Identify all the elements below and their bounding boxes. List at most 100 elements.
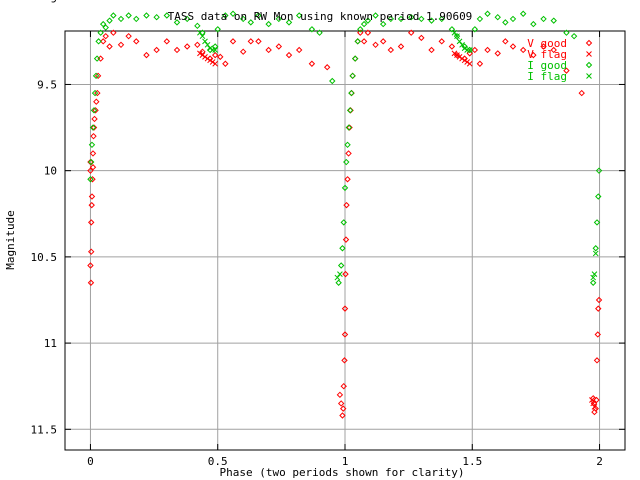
y-tick-label: 10.5	[31, 251, 58, 264]
point-v-flag	[464, 59, 471, 65]
point-i-good	[364, 17, 372, 24]
point-v-good	[372, 41, 379, 49]
point-v-good	[323, 64, 331, 71]
point-v-flag	[451, 50, 458, 57]
point-v-good	[397, 43, 405, 50]
point-v-good	[340, 382, 347, 390]
y-tick-label: 9.5	[37, 78, 57, 91]
point-i-good	[340, 219, 347, 226]
point-i-good	[308, 26, 316, 33]
point-i-good	[143, 12, 150, 19]
point-i-flag	[592, 250, 599, 257]
point-i-flag	[464, 47, 471, 53]
point-i-good	[265, 20, 272, 28]
y-tick-label: 11	[44, 337, 57, 350]
point-v-good	[88, 201, 95, 209]
point-i-good	[509, 15, 517, 23]
point-v-good	[87, 158, 94, 166]
point-i-good	[329, 77, 336, 85]
point-v-good	[217, 53, 224, 61]
point-v-good	[153, 46, 160, 54]
point-v-good	[509, 43, 517, 50]
point-v-good	[88, 193, 96, 200]
point-i-good	[87, 176, 94, 183]
point-v-flag	[212, 60, 219, 67]
x-tick-label: 1.5	[462, 455, 482, 468]
point-i-good	[285, 19, 293, 26]
point-i-good	[153, 13, 160, 21]
point-v-good	[448, 43, 456, 50]
point-i-good	[117, 15, 125, 23]
point-i-good	[407, 13, 415, 21]
point-v-good	[93, 98, 100, 105]
point-v-good	[199, 48, 206, 55]
point-v-good	[594, 331, 601, 338]
point-v-flag	[591, 404, 598, 410]
point-v-good	[418, 34, 425, 42]
legend-label: V good	[527, 37, 567, 50]
point-v-flag	[202, 54, 208, 60]
x-tick-label: 0.5	[208, 455, 228, 468]
point-i-good	[91, 89, 99, 97]
point-i-good	[372, 12, 379, 19]
point-i-flag	[456, 38, 463, 45]
grid-lines	[65, 31, 625, 450]
point-v-good	[563, 67, 570, 74]
point-i-good	[519, 10, 527, 17]
point-v-good	[351, 55, 359, 62]
y-tick-label: 11.5	[31, 423, 58, 436]
x-tick-label: 2	[596, 455, 603, 468]
point-i-flag	[202, 38, 208, 45]
series-v-flag	[197, 50, 598, 410]
y-axis-label: Magnitude	[4, 210, 17, 270]
point-v-good	[357, 29, 364, 36]
point-v-good	[342, 236, 350, 243]
point-v-flag	[461, 57, 468, 64]
point-v-good	[341, 305, 349, 312]
point-i-good	[530, 20, 537, 28]
legend-marker	[586, 51, 592, 57]
point-i-flag	[337, 271, 343, 277]
point-v-good	[364, 29, 372, 36]
point-v-flag	[209, 59, 216, 65]
point-v-good	[173, 46, 181, 54]
point-v-good	[183, 43, 191, 50]
point-v-good	[87, 167, 94, 174]
point-i-good	[163, 12, 171, 19]
point-i-good	[348, 89, 355, 97]
point-v-good	[99, 38, 107, 45]
point-v-good	[143, 51, 150, 59]
point-v-good	[91, 115, 98, 123]
point-i-flag	[209, 47, 216, 53]
y-tick-label: 9	[50, 0, 57, 5]
point-i-flag	[461, 45, 468, 52]
point-v-good	[339, 412, 346, 419]
point-i-good	[239, 15, 247, 23]
point-v-good	[92, 107, 99, 114]
point-i-good	[99, 20, 107, 28]
point-i-good	[360, 20, 368, 28]
point-i-good	[502, 19, 509, 26]
point-i-good	[88, 141, 96, 149]
point-i-good	[211, 43, 219, 50]
point-v-good	[89, 164, 97, 171]
point-i-good	[89, 124, 97, 131]
point-i-flag	[466, 47, 473, 53]
point-v-good	[87, 262, 94, 269]
point-i-good	[345, 124, 353, 131]
point-i-good	[133, 15, 140, 23]
point-v-good	[90, 124, 98, 131]
point-v-good	[578, 89, 585, 97]
point-v-good	[90, 132, 97, 140]
point-i-flag	[197, 29, 203, 36]
point-v-good	[595, 305, 602, 312]
point-i-good	[351, 55, 359, 62]
point-i-good	[222, 12, 229, 19]
point-i-good	[344, 141, 351, 149]
point-v-good	[360, 38, 368, 45]
point-v-good	[407, 29, 415, 36]
point-i-good	[570, 32, 578, 40]
